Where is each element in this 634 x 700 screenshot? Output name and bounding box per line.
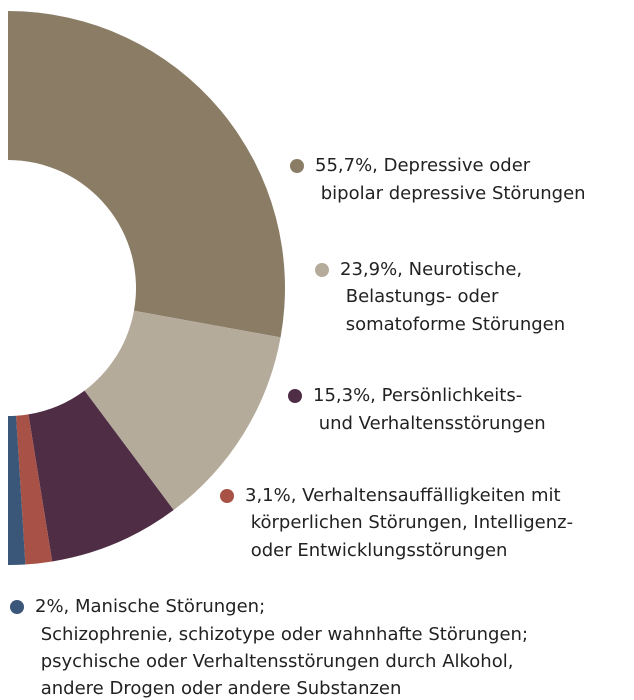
legend-label: 23,9%, Neurotische, Belastungs- oder som… [340,259,565,335]
legend-line: Belastungs- oder [340,286,499,307]
legend-line: und Verhaltensstörungen [313,413,546,434]
legend-line: 2%, Manische Störungen; [35,596,265,617]
legend-marker [220,489,234,503]
legend-label: 55,7%, Depressive oder bipolar depressiv… [315,155,586,204]
legend-line: Schizophrenie, schizotype oder wahnhafte… [35,624,528,645]
donut-segment [8,11,286,338]
legend-line: 15,3%, Persönlichkeits- [313,385,522,406]
legend-line: 55,7%, Depressive oder [315,155,531,176]
legend-line: andere Drogen oder andere Substanzen [35,678,401,699]
legend-marker [288,389,302,403]
legend-line: körperlichen Störungen, Intelligenz- [245,512,573,533]
legend-line: psychische oder Verhaltensstörungen durc… [35,651,513,672]
legend-label: 15,3%, Persönlichkeits- und Verhaltensst… [313,385,546,434]
legend-line: 23,9%, Neurotische, [340,259,522,280]
donut-segment [84,310,281,511]
legend-line: oder Entwicklungsstörungen [245,540,507,561]
legend-marker [315,263,329,277]
legend-marker [290,159,304,173]
donut-segment [16,414,53,565]
legend-line: somatoforme Störungen [340,314,565,335]
legend-marker [10,600,24,614]
legend-label: 2%, Manische Störungen; Schizophrenie, s… [35,596,528,699]
legend-line: bipolar depressive Störungen [315,183,586,204]
legend-label: 3,1%, Verhaltensauffälligkeiten mit körp… [245,485,573,561]
donut-segment [8,415,26,565]
donut-segment [28,390,174,562]
legend-line: 3,1%, Verhaltensauffälligkeiten mit [245,485,561,506]
